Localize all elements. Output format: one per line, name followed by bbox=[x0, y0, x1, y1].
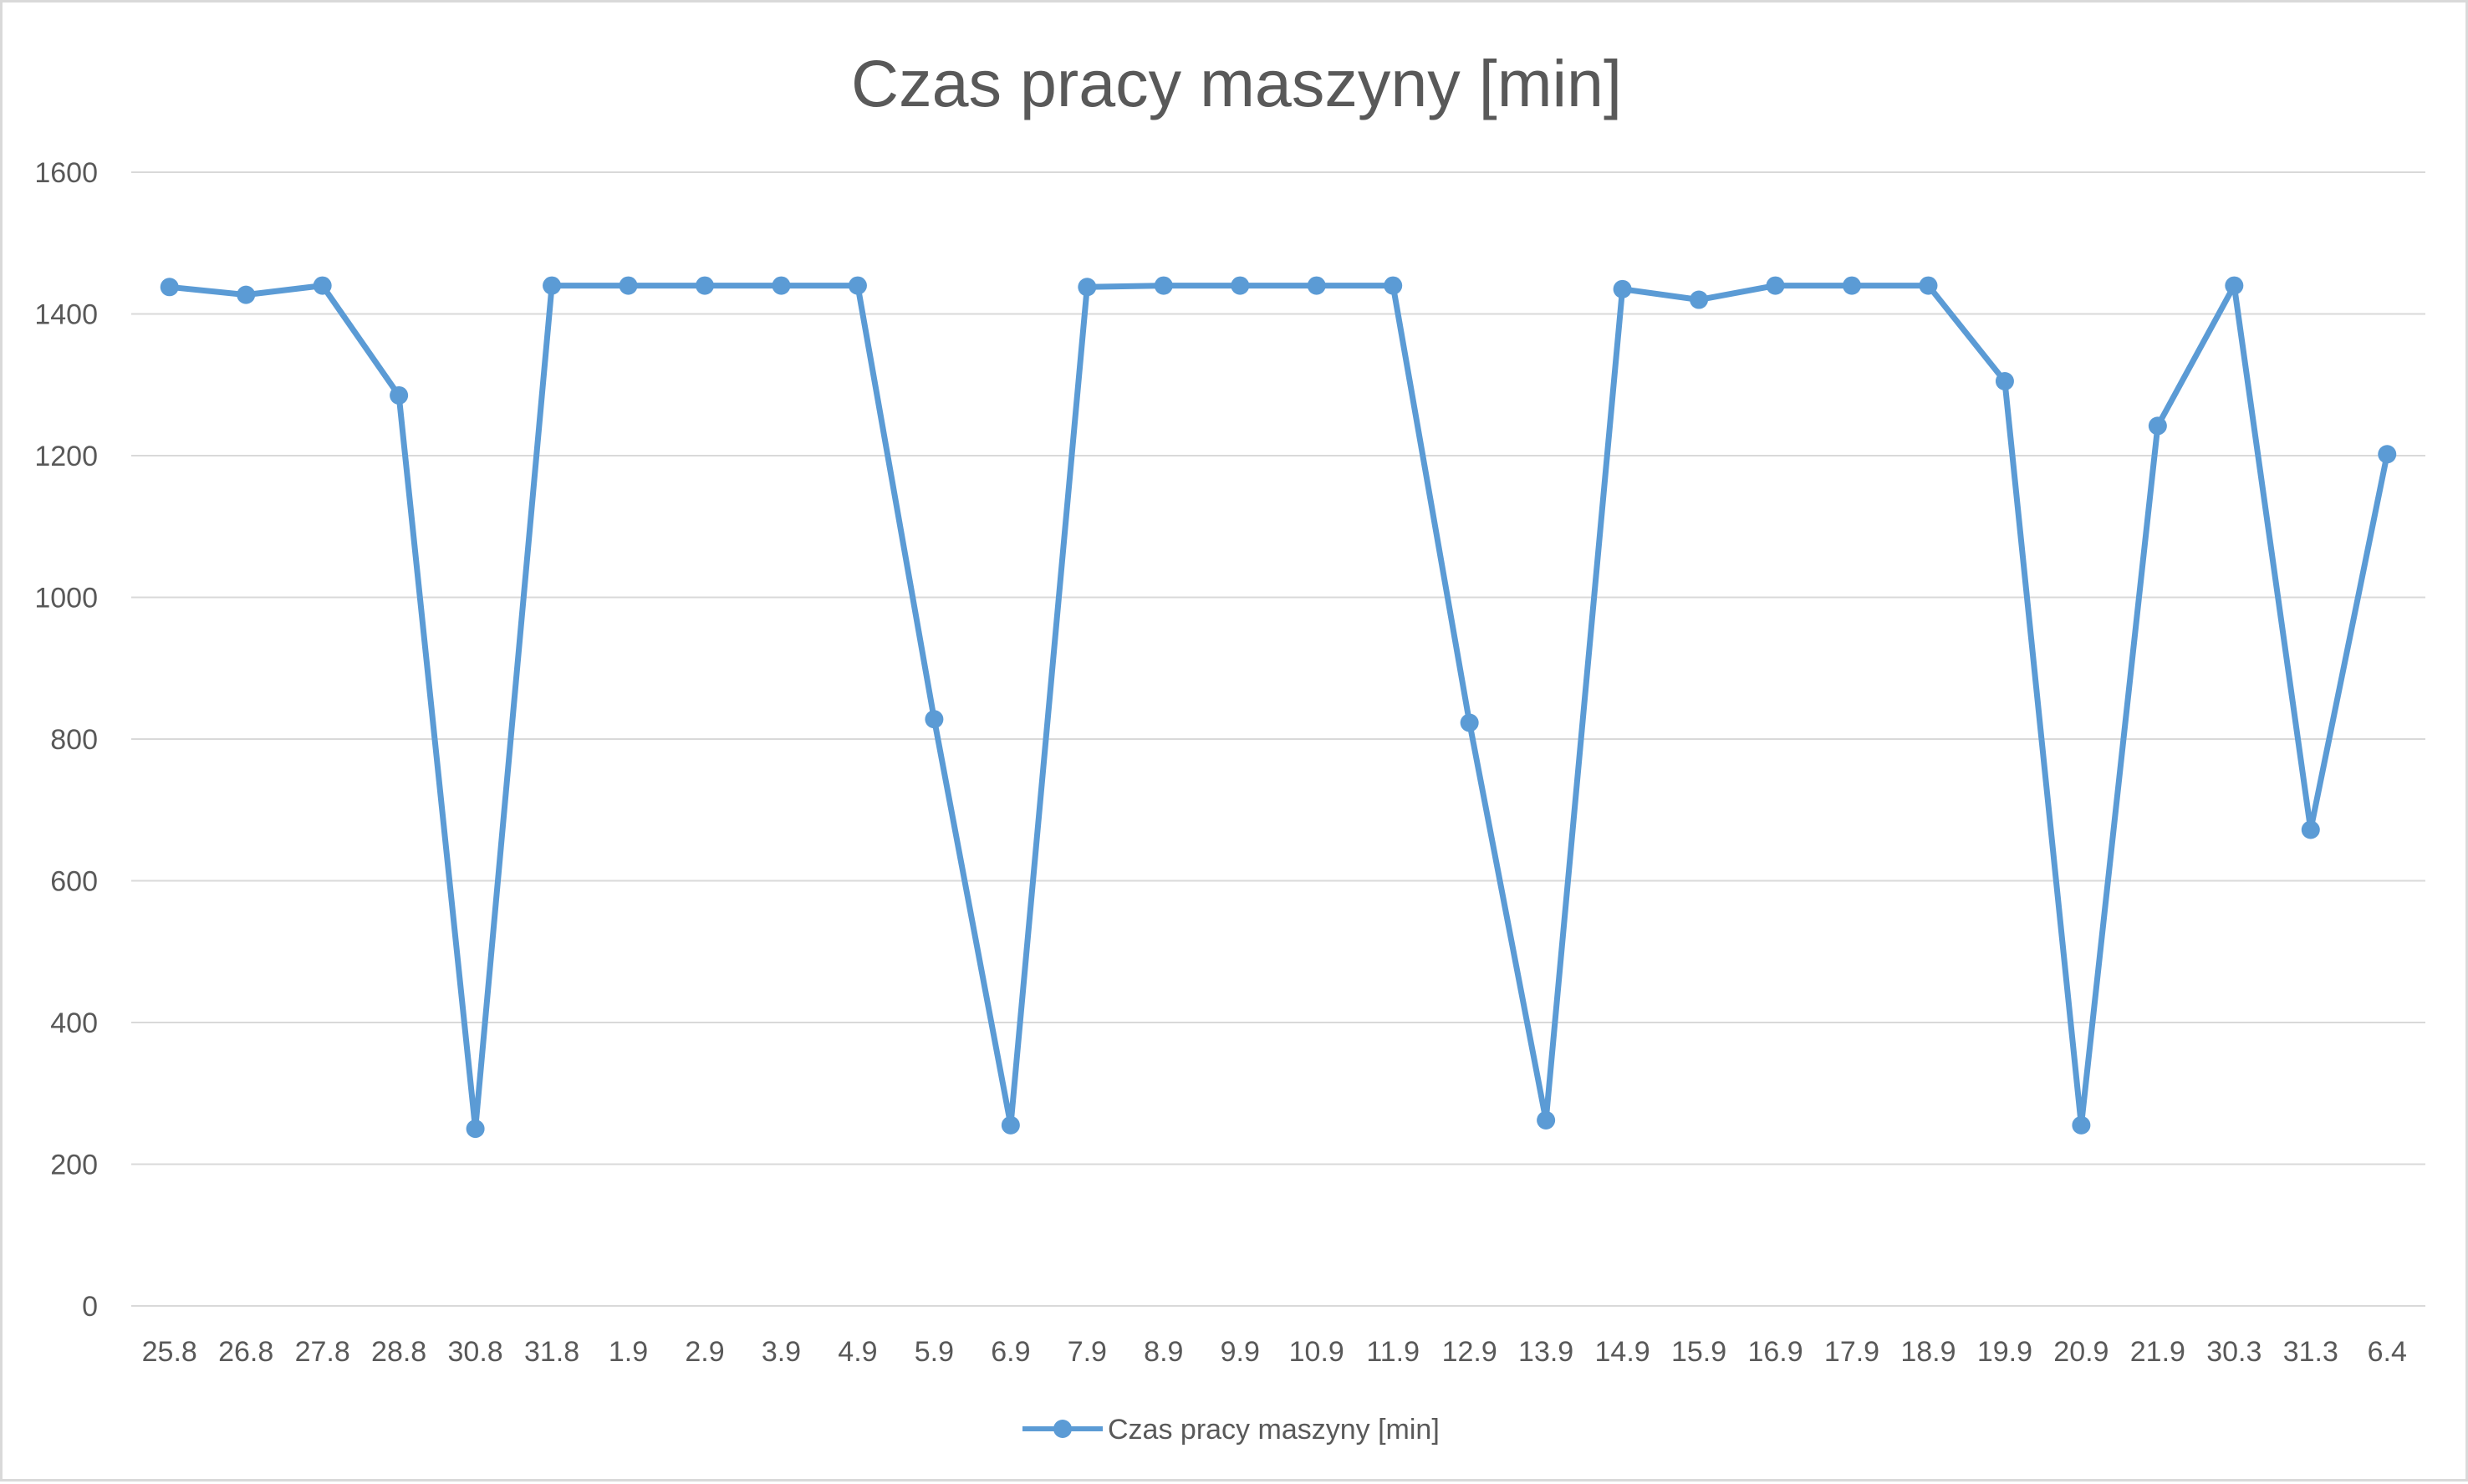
data-point bbox=[237, 285, 256, 304]
data-point bbox=[1919, 276, 1938, 295]
x-tick-label: 19.9 bbox=[1977, 1336, 2032, 1368]
x-tick-label: 25.8 bbox=[142, 1336, 197, 1368]
x-tick-label: 5.9 bbox=[915, 1336, 954, 1368]
data-point bbox=[1384, 276, 1403, 295]
x-tick-label: 6.9 bbox=[991, 1336, 1030, 1368]
x-tick-label: 12.9 bbox=[1442, 1336, 1497, 1368]
legend-point-marker bbox=[1053, 1420, 1072, 1438]
data-point bbox=[2072, 1115, 2091, 1135]
data-point bbox=[1537, 1110, 1556, 1130]
x-tick-label: 2.9 bbox=[685, 1336, 724, 1368]
data-point bbox=[2148, 416, 2167, 436]
data-point bbox=[1995, 372, 2014, 391]
data-point bbox=[1613, 279, 1632, 298]
y-tick-label: 600 bbox=[50, 866, 98, 898]
x-tick-label: 31.3 bbox=[2283, 1336, 2338, 1368]
x-tick-label: 7.9 bbox=[1068, 1336, 1107, 1368]
data-point bbox=[848, 276, 867, 295]
data-point bbox=[772, 276, 791, 295]
data-point bbox=[1690, 290, 1709, 309]
data-point bbox=[466, 1119, 485, 1139]
data-point bbox=[2378, 445, 2397, 464]
data-point bbox=[619, 276, 638, 295]
y-tick-label: 1200 bbox=[34, 441, 98, 472]
x-tick-label: 21.9 bbox=[2130, 1336, 2185, 1368]
x-tick-label: 27.8 bbox=[295, 1336, 350, 1368]
series-layer bbox=[160, 276, 2397, 1139]
x-tick-label: 30.3 bbox=[2206, 1336, 2261, 1368]
legend: Czas pracy maszyny [min] bbox=[1022, 1414, 1440, 1446]
data-point bbox=[1843, 276, 1861, 295]
x-tick-label: 3.9 bbox=[762, 1336, 801, 1368]
y-tick-label: 1000 bbox=[34, 583, 98, 615]
x-tick-label: 6.4 bbox=[2368, 1336, 2407, 1368]
x-tick-label: 17.9 bbox=[1824, 1336, 1879, 1368]
data-point bbox=[1460, 713, 1479, 732]
legend-label: Czas pracy maszyny [min] bbox=[1108, 1414, 1440, 1446]
x-tick-label: 26.8 bbox=[218, 1336, 273, 1368]
y-tick-label: 200 bbox=[50, 1150, 98, 1181]
x-tick-label: 14.9 bbox=[1595, 1336, 1650, 1368]
data-point bbox=[2225, 276, 2244, 295]
x-tick-label: 20.9 bbox=[2053, 1336, 2109, 1368]
x-tick-label: 18.9 bbox=[1900, 1336, 1956, 1368]
data-point bbox=[1078, 278, 1097, 297]
x-axis-ticks: 25.8 26.8 27.8 28.8 30.8 31.8 1.9 2.9 3.9 4.9 5.9 6… bbox=[142, 1336, 2407, 1368]
data-point bbox=[1154, 276, 1173, 295]
data-point bbox=[390, 385, 409, 405]
data-point bbox=[925, 710, 944, 729]
data-point bbox=[1307, 276, 1326, 295]
x-tick-label: 30.8 bbox=[448, 1336, 503, 1368]
chart-title: Czas pracy maszyny [min] bbox=[851, 46, 1622, 120]
y-tick-label: 800 bbox=[50, 724, 98, 756]
y-axis-ticks: 0 200 400 600 800 1000 1200 1400 1600 bbox=[34, 157, 98, 1323]
data-point bbox=[543, 276, 562, 295]
x-tick-label: 10.9 bbox=[1289, 1336, 1344, 1368]
data-point bbox=[1231, 276, 1250, 295]
x-tick-label: 28.8 bbox=[371, 1336, 426, 1368]
line-chart: Czas pracy maszyny [min] 0 200 400 600 800 10… bbox=[34, 46, 2425, 1446]
data-point bbox=[1766, 276, 1785, 295]
y-tick-label: 1400 bbox=[34, 299, 98, 331]
x-tick-label: 11.9 bbox=[1366, 1336, 1420, 1368]
y-tick-label: 1600 bbox=[34, 157, 98, 189]
y-tick-label: 0 bbox=[82, 1291, 98, 1323]
series-line bbox=[166, 283, 2390, 1132]
x-tick-label: 16.9 bbox=[1747, 1336, 1803, 1368]
x-tick-label: 31.8 bbox=[524, 1336, 579, 1368]
x-tick-label: 8.9 bbox=[1144, 1336, 1183, 1368]
data-point bbox=[313, 276, 332, 295]
y-tick-label: 400 bbox=[50, 1007, 98, 1039]
data-point bbox=[696, 276, 714, 295]
x-tick-label: 13.9 bbox=[1518, 1336, 1573, 1368]
x-tick-label: 15.9 bbox=[1671, 1336, 1726, 1368]
data-point bbox=[1001, 1115, 1020, 1135]
x-tick-label: 1.9 bbox=[609, 1336, 648, 1368]
x-tick-label: 9.9 bbox=[1221, 1336, 1260, 1368]
x-tick-label: 4.9 bbox=[838, 1336, 877, 1368]
data-point bbox=[160, 278, 179, 297]
data-point bbox=[2301, 820, 2320, 839]
